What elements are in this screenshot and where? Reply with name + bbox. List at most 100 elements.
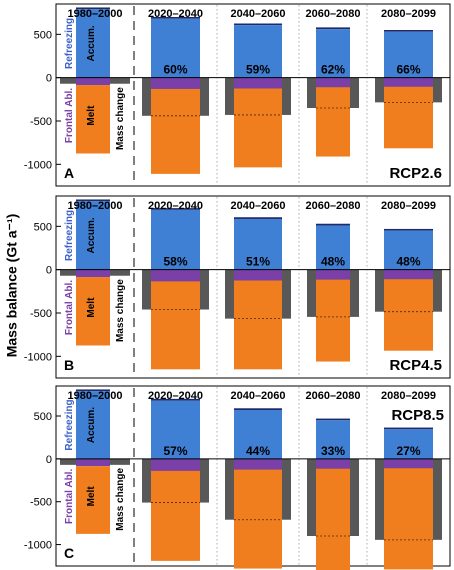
period-label: 2040–2060 bbox=[230, 390, 285, 402]
component-label: Accum. bbox=[86, 217, 97, 253]
period-label: 2060–2080 bbox=[305, 8, 360, 20]
component-label: Frontal Abl. bbox=[64, 280, 75, 335]
period-group: 1980–2000 bbox=[60, 389, 130, 534]
frontal-ablation-bar bbox=[151, 77, 200, 89]
component-label: Refreezing bbox=[64, 18, 75, 69]
frontal-ablation-bar bbox=[234, 77, 282, 89]
refreezing-bar bbox=[316, 223, 350, 226]
period-group: 2060–2080 62% bbox=[305, 8, 361, 157]
percentage-label: 48% bbox=[396, 255, 420, 269]
frontal-ablation-bar bbox=[316, 458, 350, 469]
y-tick-label: -500 bbox=[30, 308, 52, 320]
refreezing-bar bbox=[384, 427, 433, 430]
melt-bar bbox=[316, 468, 350, 570]
refreezing-bar bbox=[384, 228, 433, 231]
refreezing-bar bbox=[151, 208, 200, 210]
panel-letter: B bbox=[64, 357, 74, 373]
melt-bar bbox=[76, 85, 110, 154]
period-group: 2040–2060 44% bbox=[225, 390, 291, 569]
refreezing-bar bbox=[76, 199, 110, 202]
accumulation-bar bbox=[151, 400, 200, 459]
melt-bar bbox=[234, 88, 282, 168]
period-group: 2040–2060 51% bbox=[225, 200, 291, 370]
component-label: Frontal Abl. bbox=[64, 469, 75, 524]
frontal-ablation-bar bbox=[316, 77, 350, 88]
y-tick-label: 500 bbox=[34, 221, 52, 233]
period-label: 2020–2040 bbox=[148, 390, 203, 402]
accumulation-bar bbox=[234, 410, 282, 459]
panel-frame bbox=[55, 195, 451, 379]
refreezing-bar bbox=[234, 408, 282, 410]
panel-b: 500 0 -500 -1000 1980–2000 2020–2040 58% 2040–2… bbox=[24, 195, 451, 379]
accumulation-bar bbox=[76, 201, 110, 270]
melt-bar bbox=[151, 470, 200, 561]
period-group: 2060–2080 33% bbox=[305, 390, 361, 570]
period-label: 2040–2060 bbox=[230, 200, 285, 212]
component-label: Refreezing bbox=[64, 210, 75, 261]
panel-letter: A bbox=[64, 165, 74, 181]
frontal-ablation-bar bbox=[151, 458, 200, 471]
period-group: 2020–2040 57% bbox=[142, 390, 209, 561]
accumulation-bar bbox=[316, 29, 350, 78]
accumulation-bar bbox=[76, 391, 110, 459]
frontal-ablation-bar bbox=[384, 458, 433, 469]
refreezing-bar bbox=[151, 398, 200, 401]
percentage-label: 48% bbox=[321, 255, 345, 269]
y-tick-label: 0 bbox=[46, 454, 52, 466]
y-tick-label: -1000 bbox=[24, 540, 52, 552]
component-label: Refreezing bbox=[64, 399, 75, 450]
period-label: 1980–2000 bbox=[67, 390, 122, 402]
y-tick-label: 0 bbox=[46, 73, 52, 85]
panel-c: 500 0 -500 -1000 1980–2000 2020–2040 57% 2040–2… bbox=[24, 385, 451, 570]
accumulation-bar bbox=[76, 9, 110, 78]
component-label: Melt bbox=[86, 105, 97, 126]
melt-bar bbox=[384, 279, 433, 351]
component-label: Mass change bbox=[115, 468, 126, 531]
accumulation-bar bbox=[316, 420, 350, 459]
y-tick-label: -1000 bbox=[24, 159, 52, 171]
frontal-ablation-bar bbox=[384, 77, 433, 87]
refreezing-bar bbox=[151, 17, 200, 19]
y-tick-label: -1000 bbox=[24, 351, 52, 363]
percentage-label: 44% bbox=[246, 444, 270, 458]
y-tick-label: 0 bbox=[46, 265, 52, 277]
scenario-label: RCP2.6 bbox=[389, 165, 442, 182]
frontal-ablation-bar bbox=[76, 77, 110, 86]
period-label: 1980–2000 bbox=[67, 200, 122, 212]
panel-frame bbox=[55, 3, 451, 187]
refreezing-bar bbox=[76, 389, 110, 392]
y-tick-label: 500 bbox=[34, 29, 52, 41]
panel-letter: C bbox=[64, 545, 74, 561]
period-group: 2060–2080 48% bbox=[305, 200, 361, 362]
y-tick-label: 500 bbox=[34, 411, 52, 423]
melt-bar bbox=[234, 280, 282, 370]
melt-bar bbox=[316, 87, 350, 157]
component-label: Mass change bbox=[115, 279, 126, 342]
percentage-label: 66% bbox=[396, 63, 420, 77]
percentage-label: 33% bbox=[321, 444, 345, 458]
period-group: 2080–2099 48% bbox=[375, 200, 442, 351]
refreezing-bar bbox=[76, 7, 110, 10]
period-group: 2040–2060 59% bbox=[225, 8, 291, 168]
period-label: 2080–2099 bbox=[381, 200, 436, 212]
component-label: Accum. bbox=[86, 25, 97, 61]
melt-bar bbox=[76, 466, 110, 534]
period-group: 2080–2099 66% bbox=[375, 8, 442, 149]
component-label: Accum. bbox=[86, 407, 97, 443]
percentage-label: 59% bbox=[246, 63, 270, 77]
accumulation-bar bbox=[384, 230, 433, 270]
frontal-ablation-bar bbox=[384, 269, 433, 280]
frontal-ablation-bar bbox=[234, 458, 282, 470]
frontal-ablation-bar bbox=[234, 269, 282, 281]
melt-bar bbox=[234, 469, 282, 569]
percentage-label: 62% bbox=[321, 63, 345, 77]
melt-bar bbox=[151, 88, 200, 174]
refreezing-bar bbox=[234, 217, 282, 219]
melt-bar bbox=[316, 279, 350, 362]
period-label: 2040–2060 bbox=[230, 8, 285, 20]
percentage-label: 58% bbox=[163, 255, 187, 269]
frontal-ablation-bar bbox=[76, 458, 110, 467]
accumulation-bar bbox=[234, 25, 282, 78]
period-label: 2060–2080 bbox=[305, 200, 360, 212]
